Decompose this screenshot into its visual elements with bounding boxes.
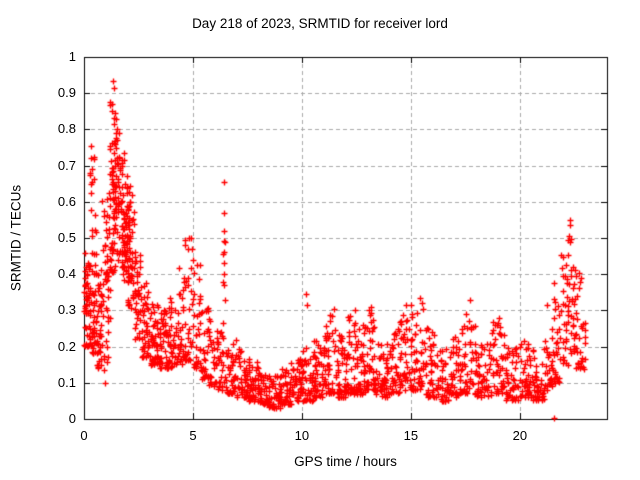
y-tick-label: 0.8 [57, 121, 76, 137]
y-tick-label: 0.1 [57, 374, 76, 390]
y-tick-label: 1 [68, 49, 76, 64]
y-tick-label: 0.3 [57, 302, 76, 318]
y-tick-label: 0.6 [57, 193, 76, 209]
x-axis-label: GPS time / hours [294, 454, 397, 469]
y-tick-label: 0.7 [57, 157, 76, 173]
x-tick-label: 10 [294, 428, 310, 443]
x-tick-label: 20 [512, 428, 528, 443]
y-tick-label: 0.2 [57, 338, 76, 354]
x-tick-label: 15 [403, 428, 419, 443]
y-tick-label: 0.4 [57, 266, 76, 282]
y-tick-label: 0 [68, 411, 76, 426]
y-tick-label: 0.5 [57, 230, 76, 245]
chart-title: Day 218 of 2023, SRMTID for receiver lor… [192, 16, 448, 31]
y-tick-label: 0.9 [57, 85, 76, 101]
x-tick-label: 0 [80, 428, 88, 443]
x-tick-label: 5 [189, 428, 197, 443]
